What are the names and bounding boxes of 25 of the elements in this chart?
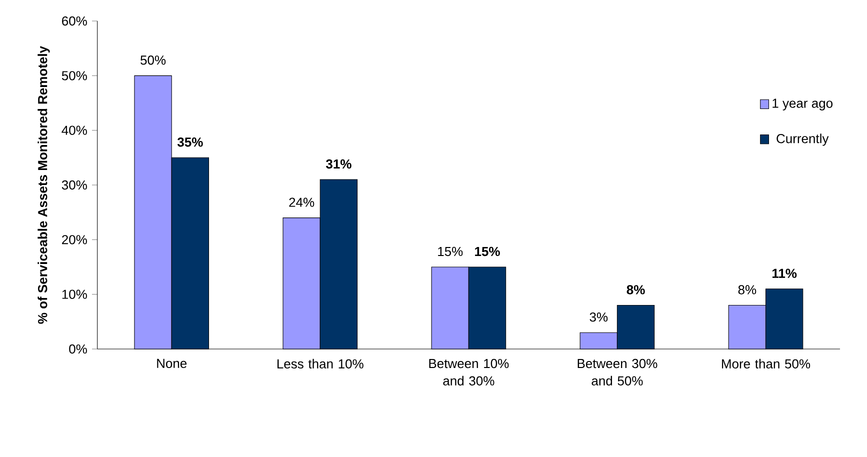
data-label: 15% [438,246,463,256]
x-tick-label: Less than 10% [277,358,364,368]
y-tick-label: 10% [62,290,87,299]
data-label: 35% [177,138,203,147]
x-tick-label: Between 10% and 30% [429,358,509,386]
x-tick-label: Between 30% and 50% [578,358,658,386]
legend-label: 1 year ago [772,98,833,110]
x-tick-label: None [157,358,187,368]
data-label: 15% [475,246,500,256]
y-tick-label: 50% [62,71,87,80]
x-tick-label: More than 50% [722,358,810,368]
data-label: 11% [772,268,797,278]
y-tick-label: 0% [69,344,87,354]
data-label: 8% [626,285,645,294]
y-tick-label: 20% [62,235,87,244]
y-axis-title: % of Serviceable Assets Monitored Remotely [38,46,50,324]
y-tick-label: 30% [62,180,87,190]
data-label: 8% [738,285,756,294]
data-label: 24% [289,198,314,207]
data-label: 31% [326,159,352,169]
legend-label: Currently [776,134,829,146]
data-label: 3% [590,312,608,322]
y-tick-label: 40% [62,126,87,135]
data-label: 50% [140,56,166,65]
y-tick-label: 60% [62,16,87,26]
